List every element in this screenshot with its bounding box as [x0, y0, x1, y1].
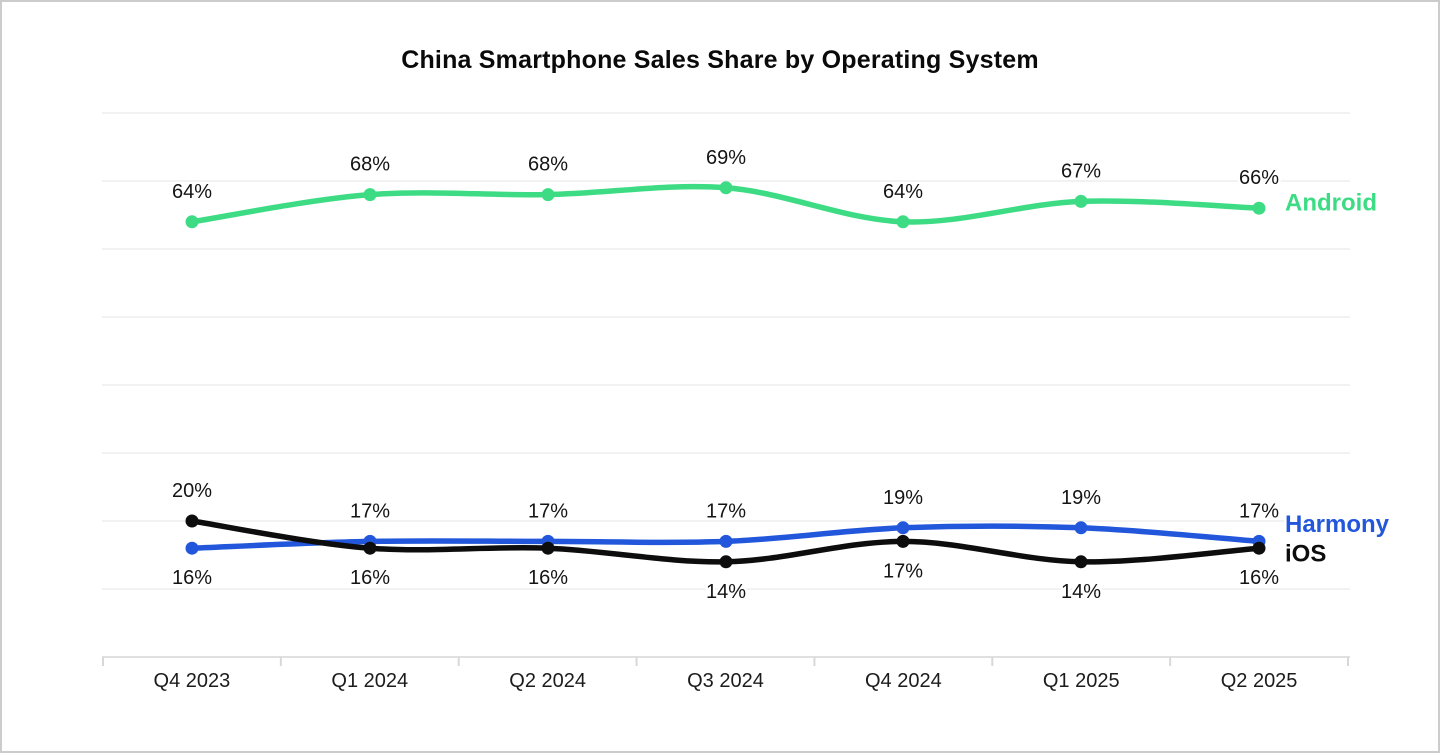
value-label-ios-5: 14%	[1061, 581, 1101, 603]
data-point-ios-5	[1074, 555, 1088, 569]
value-label-harmony-4: 19%	[883, 487, 923, 509]
value-label-android-3: 69%	[706, 147, 746, 169]
data-point-ios-2	[541, 541, 555, 555]
series-ios: 20% 16% 16% 14% 17% 14% 16% iOS	[169, 478, 1328, 606]
value-label-harmony-3: 17%	[706, 500, 746, 522]
data-point-android-0	[185, 215, 199, 229]
data-point-ios-3	[719, 555, 733, 569]
series-harmony: 16% 17% 17% 17% 19% 19% 17% Harmony	[169, 484, 1391, 591]
series-android: 64% 68% 68% 69% 64% 67% 66% Android	[169, 144, 1379, 229]
data-point-harmony-5	[1074, 521, 1088, 535]
value-label-harmony-0: 16%	[172, 567, 212, 589]
x-axis: Q4 2023 Q1 2024 Q2 2024 Q3 2024 Q4 2024 Q1 20…	[102, 656, 1350, 692]
value-label-android-1: 68%	[350, 154, 390, 176]
value-label-harmony-5: 19%	[1061, 487, 1101, 509]
data-point-android-1	[363, 188, 377, 202]
value-label-harmony-1: 17%	[350, 500, 390, 522]
data-point-android-6	[1252, 201, 1266, 215]
value-label-ios-0: 20%	[172, 480, 212, 502]
data-point-harmony-0	[185, 541, 199, 555]
value-label-android-6: 66%	[1239, 167, 1279, 189]
data-point-android-3	[719, 181, 733, 195]
x-axis-label-q1-2024: Q1 2024	[331, 670, 408, 692]
value-label-android-2: 68%	[528, 154, 568, 176]
x-axis-label-q4-2023: Q4 2023	[154, 670, 231, 692]
value-label-ios-2: 16%	[528, 567, 568, 589]
value-label-android-0: 64%	[172, 181, 212, 203]
data-point-android-2	[541, 188, 555, 202]
data-point-ios-4	[896, 534, 910, 548]
series-label-harmony: Harmony	[1285, 511, 1390, 538]
value-label-harmony-2: 17%	[528, 500, 568, 522]
series-label-android: Android	[1285, 190, 1377, 217]
chart-title: China Smartphone Sales Share by Operatin…	[401, 46, 1039, 74]
data-point-ios-1	[363, 541, 377, 555]
series-label-ios: iOS	[1285, 541, 1326, 568]
value-label-ios-6: 16%	[1239, 567, 1279, 589]
x-axis-label-q3-2024: Q3 2024	[687, 670, 764, 692]
value-label-ios-3: 14%	[706, 581, 746, 603]
data-point-ios-6	[1252, 541, 1266, 555]
value-label-harmony-6: 17%	[1239, 500, 1279, 522]
data-point-ios-0	[185, 514, 199, 528]
value-label-android-5: 67%	[1061, 160, 1101, 182]
x-axis-label-q2-2024: Q2 2024	[509, 670, 586, 692]
value-label-ios-1: 16%	[350, 567, 390, 589]
x-axis-label-q2-2025: Q2 2025	[1221, 670, 1298, 692]
data-point-android-5	[1074, 194, 1088, 208]
data-point-harmony-3	[719, 534, 733, 548]
value-label-android-4: 64%	[883, 181, 923, 203]
x-axis-label-q1-2025: Q1 2025	[1043, 670, 1120, 692]
x-axis-label-q4-2024: Q4 2024	[865, 670, 942, 692]
gridlines	[102, 112, 1350, 590]
data-point-android-4	[896, 215, 910, 229]
data-point-harmony-4	[896, 521, 910, 535]
value-label-ios-4: 17%	[883, 560, 923, 582]
